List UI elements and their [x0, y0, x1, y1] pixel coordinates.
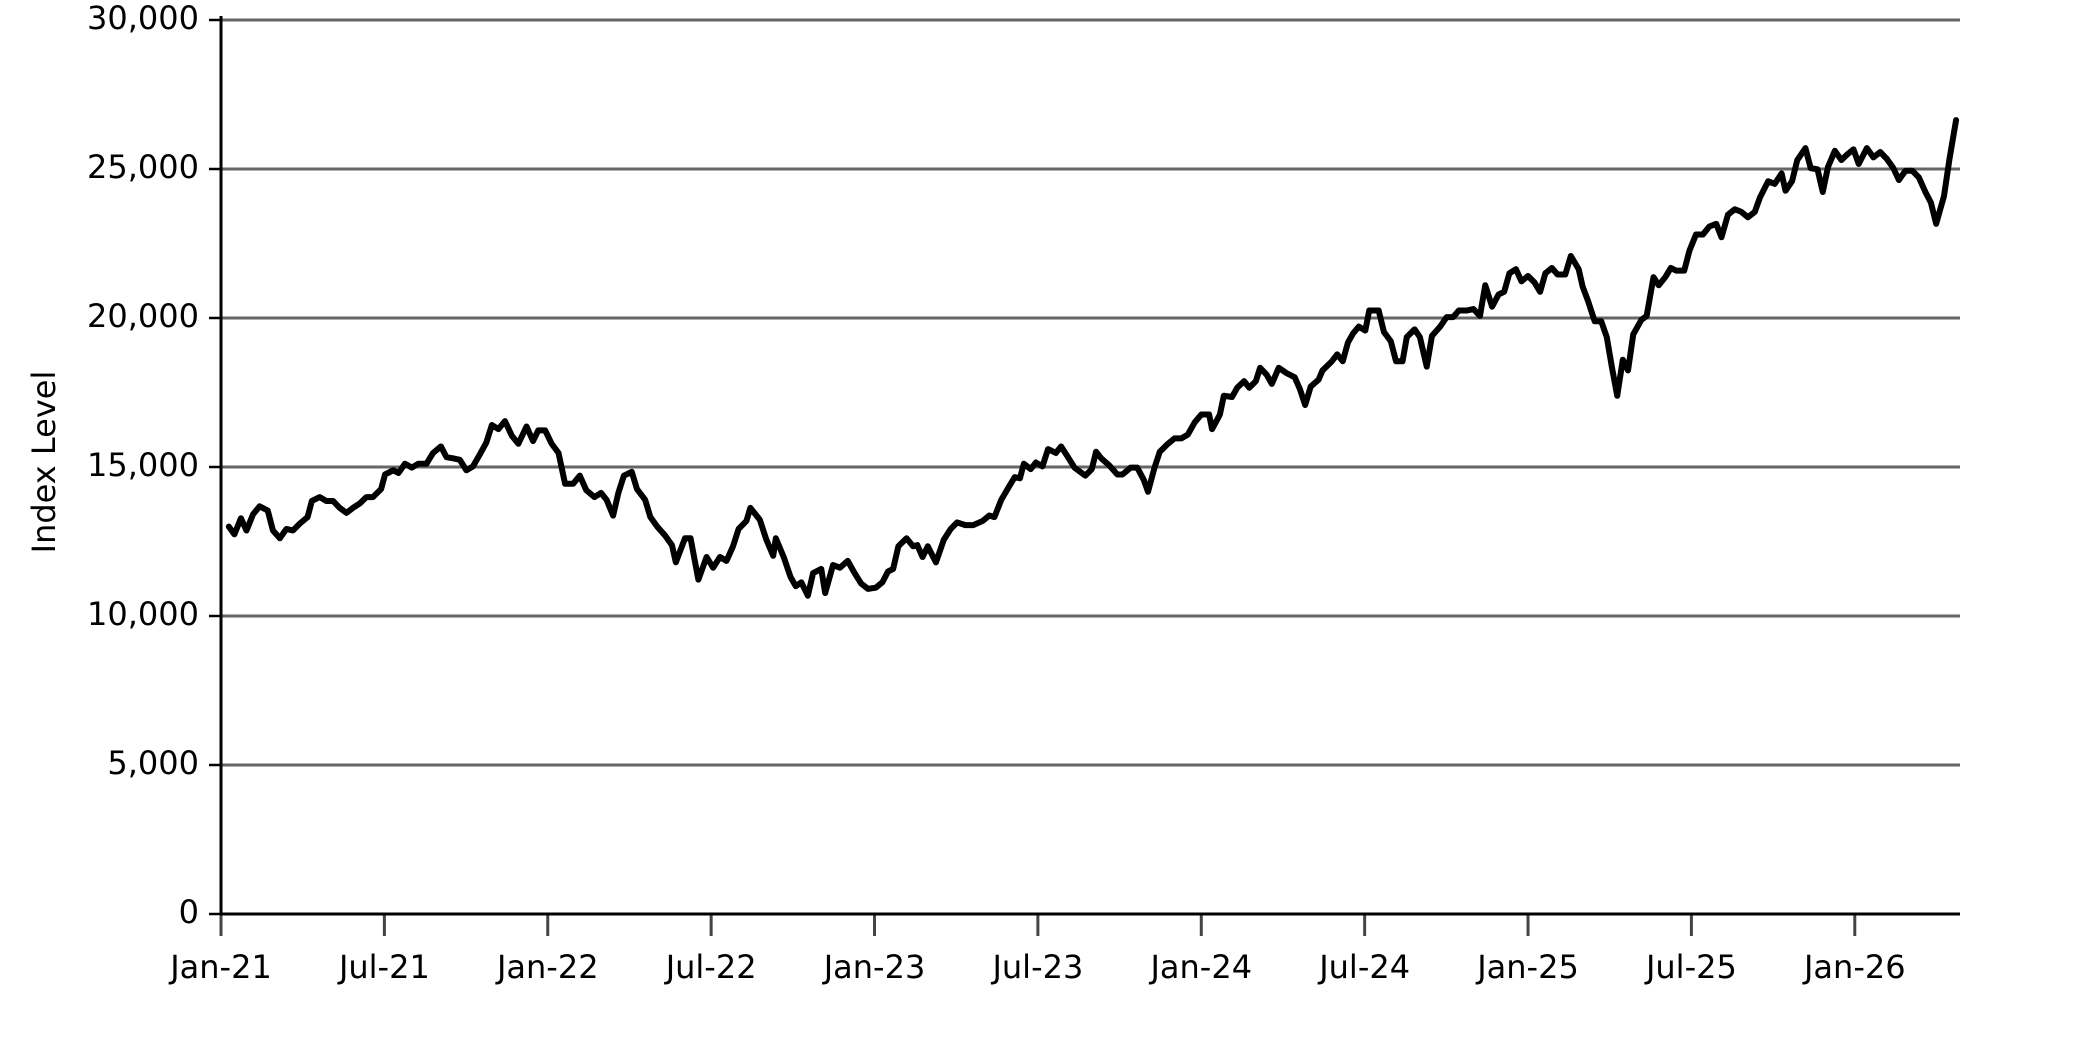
x-tick-label: Jan-21	[168, 948, 272, 986]
x-tick-label: Jan-25	[1475, 948, 1579, 986]
y-tick-label: 15,000	[87, 446, 199, 484]
y-tick-label: 20,000	[87, 297, 199, 335]
x-tick-label: Jul-22	[664, 948, 757, 986]
y-tick-label: 10,000	[87, 595, 199, 633]
y-tick-label: 0	[179, 893, 199, 931]
y-axis-label: Index Level	[25, 371, 63, 554]
y-tick-label: 25,000	[87, 148, 199, 186]
x-tick-label: Jan-23	[822, 948, 926, 986]
y-tick-label: 5,000	[107, 744, 199, 782]
data-line	[225, 117, 1960, 599]
x-tick-label: Jan-24	[1148, 948, 1252, 986]
x-tick-label: Jan-26	[1802, 948, 1906, 986]
x-tick-label: Jul-24	[1317, 948, 1410, 986]
x-tick-label: Jan-22	[495, 948, 599, 986]
y-tick-label: 30,000	[87, 0, 199, 37]
x-tick-label: Jul-25	[1644, 948, 1737, 986]
x-tick-label: Jul-23	[990, 948, 1083, 986]
x-tick-label: Jul-21	[337, 948, 430, 986]
